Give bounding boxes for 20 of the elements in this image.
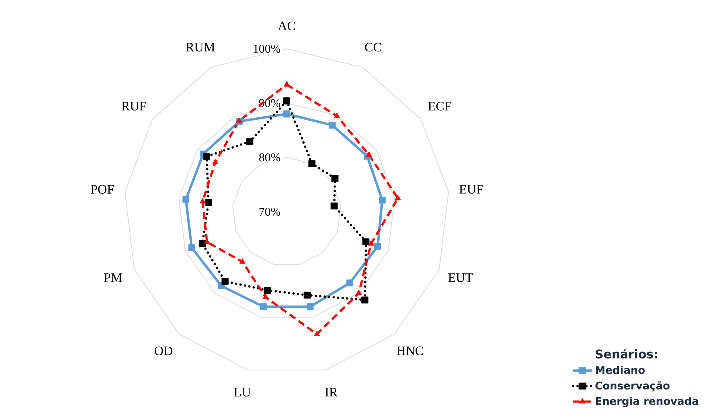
spoke-label: OD — [154, 346, 173, 356]
legend-label: Conservação — [596, 382, 670, 392]
legend-title: Senários: — [596, 349, 658, 359]
legend-label: Energia renovada — [596, 397, 698, 408]
spoke-label: RUF — [122, 102, 146, 111]
spoke-label: ECF — [428, 102, 452, 111]
spoke-label: POF — [91, 185, 114, 194]
y-tick-label: 80% — [259, 154, 281, 162]
spoke-label: RUM — [186, 43, 216, 52]
spoke-label: EUF — [460, 185, 484, 194]
spoke-label: CC — [365, 43, 382, 52]
y-tick-label: 70% — [260, 208, 281, 216]
spoke-label: IR — [325, 388, 338, 397]
spoke-label: PM — [104, 274, 122, 282]
legend-label: Mediano — [596, 366, 645, 374]
spoke-label: HNC — [396, 346, 424, 356]
spoke-label: EUT — [448, 274, 474, 282]
spoke-label: LU — [234, 388, 251, 397]
y-tick-label: 100% — [254, 44, 281, 54]
spoke-label: AC — [278, 22, 296, 31]
